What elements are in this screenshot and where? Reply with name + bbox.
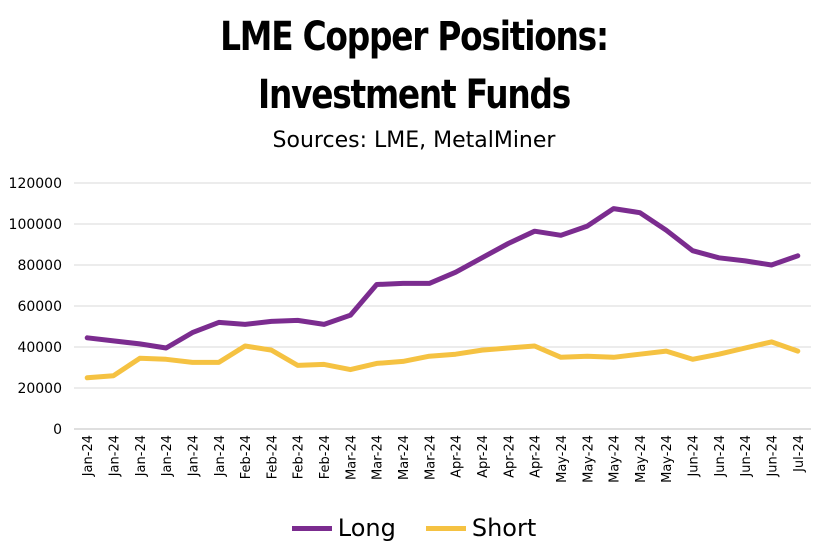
x-tick-label: Jan-24 — [213, 435, 228, 477]
x-tick-label: Feb-24 — [292, 435, 307, 479]
legend-label-long: Long — [337, 514, 396, 542]
x-tick-label: May-24 — [660, 435, 675, 483]
x-tick-label: Mar-24 — [371, 435, 386, 480]
y-tick-label: 80000 — [17, 258, 62, 274]
x-tick-label: May-24 — [634, 435, 649, 483]
y-axis: 0 20000 40000 60000 80000 100000 120000 — [9, 176, 62, 438]
x-tick-label: Jan-24 — [107, 435, 122, 477]
y-tick-label: 100000 — [9, 217, 62, 233]
x-tick-label: Apr-24 — [476, 435, 491, 478]
x-tick-label: Feb-24 — [239, 435, 254, 479]
y-tick-label: 60000 — [17, 299, 62, 315]
x-tick-label: Jun-24 — [687, 435, 702, 478]
legend-swatch-long — [291, 525, 332, 531]
legend-label-short: Short — [471, 514, 537, 542]
series-line-long — [84, 206, 801, 351]
legend-item-long: Long — [291, 514, 396, 542]
line-chart: 0 20000 40000 60000 80000 100000 120000 Jan-24… — [9, 176, 811, 483]
y-tick-label: 0 — [53, 422, 62, 438]
x-tick-label: Jun-24 — [766, 435, 781, 478]
chart-title-line1: LME Copper Positions: — [220, 14, 609, 60]
x-tick-label: Jun-24 — [739, 435, 754, 478]
x-tick-label: Jul-24 — [792, 435, 807, 473]
chart-title-line2: Investment Funds — [257, 72, 571, 118]
grid-lines — [74, 182, 811, 430]
x-axis: Jan-24 Jan-24 Jan-24 Jan-24 Jan-24 Jan-24 Feb-… — [81, 435, 807, 483]
legend-swatch-short — [425, 525, 466, 531]
x-tick-label: Apr-24 — [502, 435, 517, 478]
x-tick-label: May-24 — [608, 435, 623, 483]
x-tick-label: Mar-24 — [344, 435, 359, 480]
x-tick-label: Jan-24 — [186, 435, 201, 477]
x-tick-label: Jun-24 — [713, 435, 728, 478]
x-tick-label: Jan-24 — [134, 435, 149, 477]
x-tick-label: May-24 — [581, 435, 596, 483]
x-tick-label: Apr-24 — [450, 435, 465, 478]
x-tick-label: Apr-24 — [529, 435, 544, 478]
series-line-short — [84, 339, 801, 381]
x-tick-label: Mar-24 — [397, 435, 412, 480]
x-tick-label: Feb-24 — [318, 435, 333, 479]
y-tick-label: 120000 — [9, 176, 62, 192]
chart-subtitle: Sources: LME, MetalMiner — [272, 128, 556, 153]
y-tick-label: 20000 — [17, 381, 62, 397]
legend: Long Short — [0, 514, 828, 542]
x-tick-label: Jan-24 — [160, 435, 175, 477]
x-tick-label: Jan-24 — [81, 435, 96, 477]
legend-item-short: Short — [425, 514, 537, 542]
y-tick-label: 40000 — [17, 340, 62, 356]
x-tick-label: Feb-24 — [265, 435, 280, 479]
x-tick-label: Mar-24 — [423, 435, 438, 480]
x-tick-label: May-24 — [555, 435, 570, 483]
series-lines — [84, 206, 801, 381]
